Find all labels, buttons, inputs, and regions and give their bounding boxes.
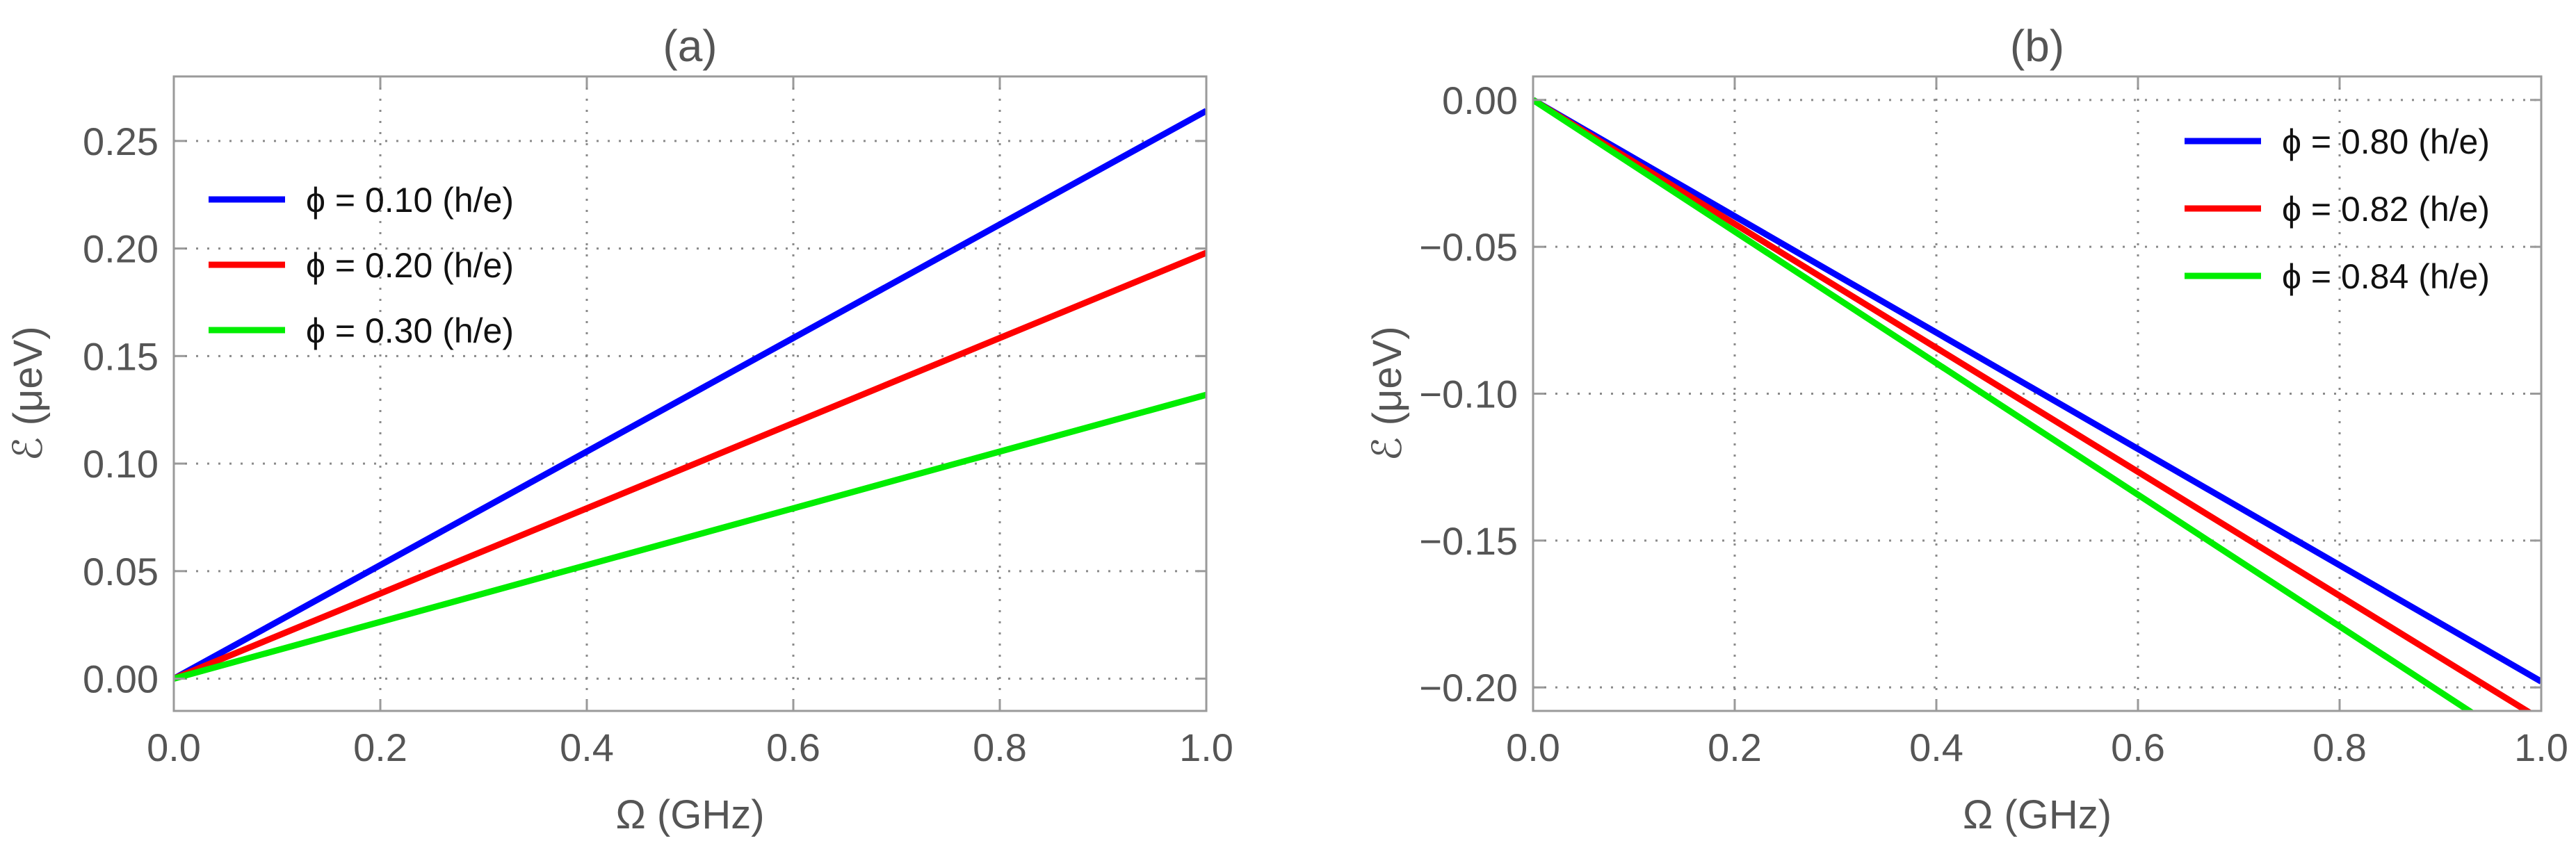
legend: ϕ = 0.10 (h/e) ϕ = 0.20 (h/e) ϕ = 0.30 (h/… <box>209 181 514 350</box>
y-tick-label: −0.20 <box>1419 666 1518 710</box>
y-tick-label: −0.05 <box>1419 225 1518 269</box>
legend: ϕ = 0.80 (h/e) ϕ = 0.82 (h/e) ϕ = 0.84 (h/… <box>2185 122 2490 296</box>
plot-frame <box>172 75 1208 712</box>
series-line-1 <box>174 108 1206 682</box>
legend-label-1: ϕ = 0.10 (h/e) <box>306 181 514 220</box>
series-line-1 <box>1533 97 2541 685</box>
panel-title: (a) <box>663 21 717 71</box>
x-tick-label: 0.0 <box>1506 726 1560 769</box>
legend-label-3: ϕ = 0.30 (h/e) <box>306 311 514 350</box>
y-tick-label: 0.10 <box>83 442 159 486</box>
x-tick-label: 0.8 <box>2312 726 2367 769</box>
x-tick-label: 0.6 <box>2111 726 2165 769</box>
series-line-2 <box>174 249 1206 682</box>
x-tick-label: 0.6 <box>766 726 820 769</box>
x-tick-label: 0.4 <box>560 726 614 769</box>
x-tick-label: 1.0 <box>1179 726 1233 769</box>
y-axis-label: ℰ (μeV) <box>1365 326 1410 461</box>
x-axis-label: Ω (GHz) <box>1963 792 2112 837</box>
y-tick-label: 0.20 <box>83 227 159 271</box>
y-tick-label: 0.00 <box>1442 79 1518 122</box>
series-line-3 <box>174 391 1206 682</box>
x-tick-label: 0.2 <box>353 726 407 769</box>
y-tick-label: 0.05 <box>83 550 159 593</box>
x-axis-label: Ω (GHz) <box>615 792 764 837</box>
y-tick-label: 0.15 <box>83 334 159 378</box>
legend-label-3: ϕ = 0.84 (h/e) <box>2282 257 2490 296</box>
y-tick-label: 0.25 <box>83 120 159 163</box>
y-axis-label: ℰ (μeV) <box>6 326 51 461</box>
series-line-3 <box>1533 97 2475 711</box>
x-tick-label: 1.0 <box>2514 726 2568 769</box>
chart-panel-a: 0.0 0.2 0.4 0.6 0.8 1.0 0.00 0.05 0.10 0.15 0.20 0.… <box>6 21 1233 837</box>
y-tick-label: −0.10 <box>1419 372 1518 416</box>
x-tick-label: 0.8 <box>973 726 1027 769</box>
series-line-2 <box>1533 97 2533 711</box>
x-tick-label: 0.0 <box>147 726 201 769</box>
panel-title: (b) <box>2010 21 2064 71</box>
chart-panel-b: 0.0 0.2 0.4 0.6 0.8 1.0 0.00 −0.05 −0.10 −0.15 −0.… <box>1365 21 2568 837</box>
x-tick-label: 0.4 <box>1909 726 1963 769</box>
x-tick-label: 0.2 <box>1708 726 1762 769</box>
y-tick-label: 0.00 <box>83 657 159 701</box>
y-tick-label: −0.15 <box>1419 519 1518 563</box>
legend-label-2: ϕ = 0.20 (h/e) <box>306 246 514 285</box>
legend-label-2: ϕ = 0.82 (h/e) <box>2282 190 2490 229</box>
legend-label-1: ϕ = 0.80 (h/e) <box>2282 122 2490 161</box>
